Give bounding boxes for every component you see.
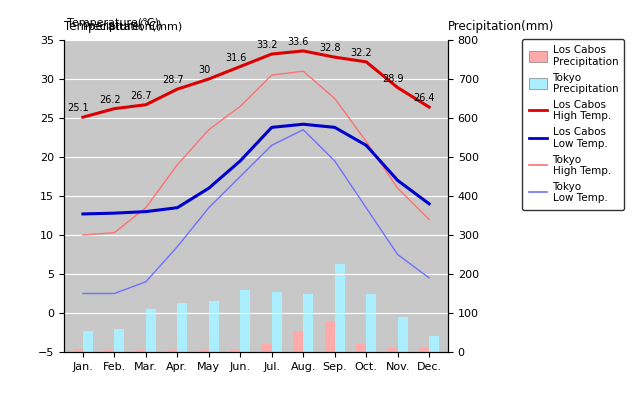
Bar (115, 329, 124, 352)
Text: Precipitation(mm): Precipitation(mm) (83, 22, 183, 32)
Text: 28.7: 28.7 (162, 75, 184, 85)
Bar (272, 292, 282, 352)
Bar (167, 350, 177, 352)
Text: 25.1: 25.1 (67, 103, 89, 113)
Text: Precipitation(mm): Precipitation(mm) (448, 20, 554, 33)
Bar (419, 348, 429, 352)
Text: 26.2: 26.2 (99, 95, 120, 105)
Bar (429, 336, 439, 352)
Bar (293, 330, 303, 352)
Bar (104, 350, 115, 352)
Text: 33.6: 33.6 (288, 37, 309, 47)
Text: Temperature(℃): Temperature(℃) (67, 18, 159, 28)
Bar (366, 294, 376, 352)
Bar (356, 344, 366, 352)
Bar (388, 348, 397, 352)
Bar (83, 330, 93, 352)
Text: 26.4: 26.4 (413, 93, 435, 103)
Bar (324, 321, 335, 352)
Bar (73, 349, 83, 352)
Bar (240, 290, 250, 352)
Legend: Los Cabos
Precipitation, Tokyo
Precipitation, Los Cabos
High Temp., Los Cabos
Lo: Los Cabos Precipitation, Tokyo Precipita… (522, 39, 625, 210)
Text: 33.2: 33.2 (256, 40, 278, 50)
Bar (177, 303, 188, 352)
Text: 30: 30 (198, 65, 210, 75)
Text: 32.8: 32.8 (319, 43, 340, 53)
Bar (335, 264, 345, 352)
Text: 26.7: 26.7 (131, 91, 152, 101)
Text: 28.9: 28.9 (382, 74, 404, 84)
Bar (198, 350, 209, 352)
Text: 32.2: 32.2 (351, 48, 372, 58)
Bar (230, 349, 240, 352)
Bar (303, 294, 314, 352)
Text: Temperature(℃): Temperature(℃) (64, 20, 162, 33)
Bar (146, 309, 156, 352)
Text: 31.6: 31.6 (225, 53, 246, 63)
Bar (136, 350, 146, 352)
Bar (397, 317, 408, 352)
Bar (209, 301, 219, 352)
Bar (262, 344, 272, 352)
